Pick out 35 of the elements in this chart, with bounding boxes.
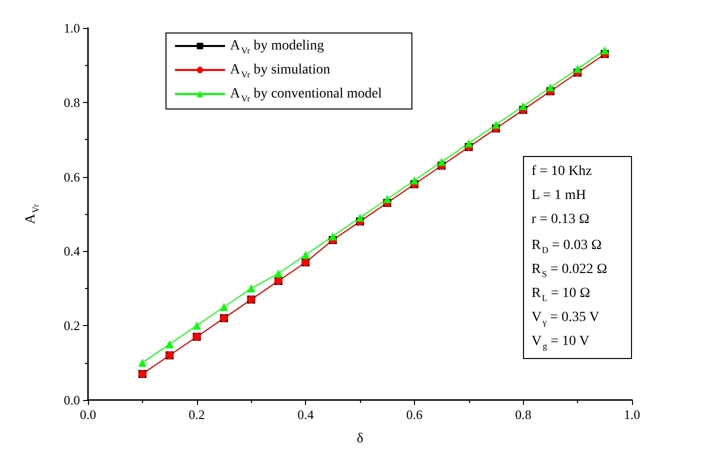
- x-tick-label: 0.4: [297, 407, 314, 422]
- point: [166, 340, 174, 348]
- text: 0.0: [80, 407, 96, 422]
- point: [302, 250, 310, 259]
- point: [410, 176, 418, 185]
- x-tick-label: 0.2: [188, 407, 205, 422]
- point: [247, 284, 256, 292]
- y-tick-label: 0.2: [64, 318, 80, 334]
- x-axis-title: δ: [356, 432, 364, 446]
- point: [356, 214, 364, 222]
- point: [138, 358, 146, 367]
- point: [492, 120, 500, 129]
- annotation: L = 1 mH: [532, 188, 586, 203]
- y-axis-title: AVr: [24, 204, 40, 224]
- y-tick-label: 0.4: [64, 244, 80, 259]
- annotation: r = 0.13 Ω: [532, 212, 590, 227]
- point: [328, 232, 337, 240]
- point: [519, 102, 528, 110]
- point: [464, 139, 473, 148]
- x-tick-label: 0.8: [515, 407, 532, 422]
- point: [574, 64, 582, 73]
- text: 0.0: [64, 392, 80, 408]
- point: [600, 46, 609, 54]
- y-tick-label: 0.6: [64, 169, 80, 184]
- text: 1.0: [624, 407, 640, 422]
- annotation: f = 10 Khz: [532, 164, 592, 179]
- y-tick-label: 0.8: [64, 94, 80, 110]
- point: [438, 158, 446, 166]
- x-tick-label: 0.6: [406, 407, 424, 422]
- point: [192, 322, 201, 330]
- point: [383, 195, 392, 204]
- point: [274, 270, 282, 278]
- point: [220, 303, 228, 311]
- point: [546, 84, 554, 92]
- text: 1.0: [64, 20, 80, 36]
